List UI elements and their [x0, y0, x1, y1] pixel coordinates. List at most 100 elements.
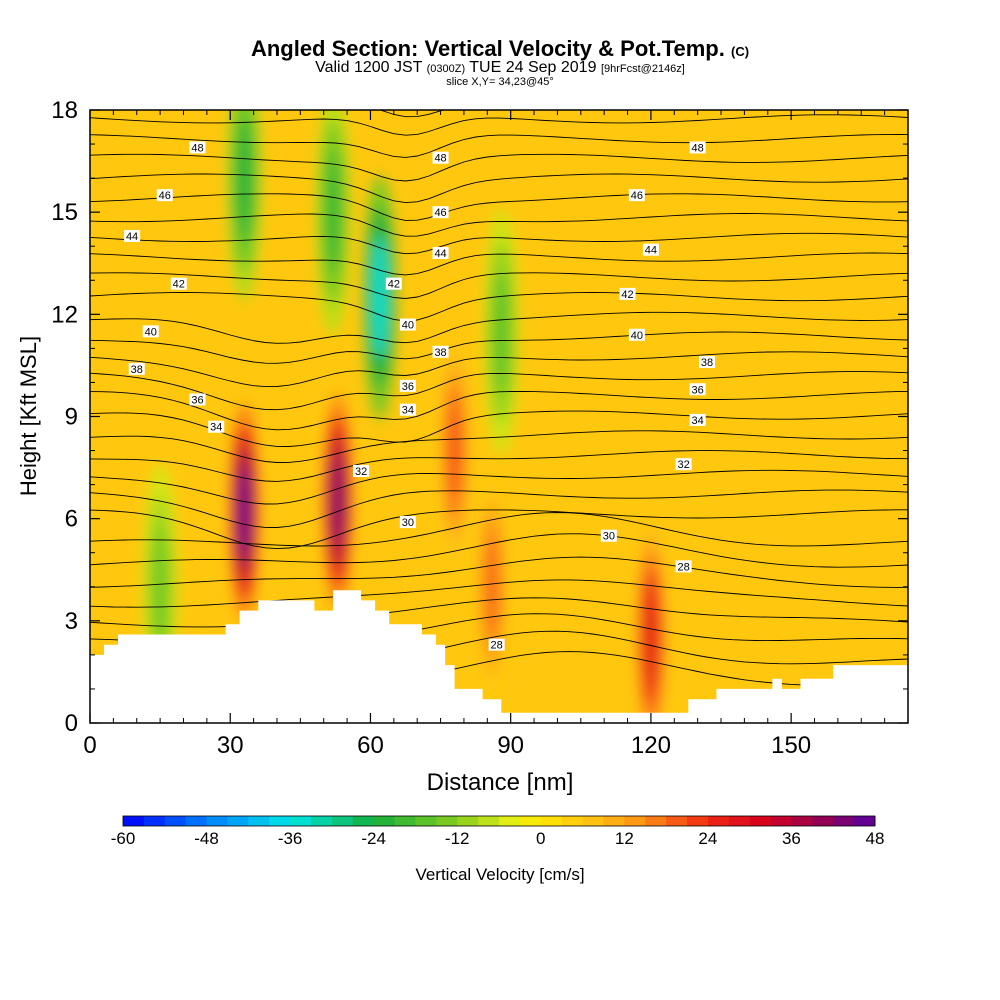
theta-contour — [90, 311, 908, 344]
downdraft-blob — [151, 525, 169, 649]
contour-label: 32 — [353, 464, 370, 478]
field-blobs — [143, 110, 666, 723]
svg-text:40: 40 — [402, 320, 414, 332]
theta-contour — [90, 173, 908, 204]
contour-label: 48 — [189, 141, 206, 154]
terrain — [90, 590, 908, 723]
svg-text:44: 44 — [434, 248, 446, 260]
theta-contour — [90, 252, 908, 276]
x-tick-label: 90 — [497, 732, 524, 759]
y-tick-label: 9 — [65, 404, 78, 431]
theta-contour — [90, 134, 908, 158]
y-tick-label: 12 — [51, 301, 78, 328]
svg-text:32: 32 — [678, 459, 690, 471]
svg-text:46: 46 — [159, 190, 171, 202]
contour-label: 30 — [600, 529, 617, 543]
theta-contour — [90, 272, 908, 299]
colorbar-swatch — [561, 816, 583, 826]
colorbar-tick-label: 36 — [782, 829, 801, 848]
theta-contour — [90, 331, 908, 364]
colorbar-swatch — [603, 816, 625, 826]
x-tick-label: 0 — [83, 732, 96, 759]
svg-text:34: 34 — [210, 422, 222, 434]
updraft-blob — [331, 453, 345, 550]
chart-title-main: Angled Section: Vertical Velocity & Pot.… — [250, 36, 725, 61]
downdraft-blob — [371, 236, 389, 359]
chart-title-suffix: (C) — [731, 44, 750, 59]
colorbar-frame — [122, 815, 876, 827]
svg-text:46: 46 — [434, 207, 446, 219]
colorbar-swatch — [666, 816, 688, 826]
colorbar-swatch — [519, 816, 542, 826]
svg-text:36: 36 — [692, 384, 704, 396]
svg-text:42: 42 — [388, 279, 400, 291]
svg-text:46: 46 — [631, 190, 643, 202]
updraft-blob — [644, 590, 658, 686]
svg-text:40: 40 — [631, 330, 643, 342]
contour-label: 30 — [399, 516, 416, 529]
y-axis-label: Height [Kft MSL] — [16, 336, 41, 496]
colorbar-tick-label: 12 — [615, 829, 634, 848]
y-tick-label: 18 — [51, 97, 78, 124]
colorbar-swatch — [478, 816, 500, 826]
colorbar-swatch — [687, 816, 709, 826]
colorbar-swatch — [457, 816, 479, 826]
contour-label: 28 — [675, 560, 692, 573]
svg-text:28: 28 — [678, 561, 690, 573]
svg-text:30: 30 — [603, 531, 615, 543]
theta-contour — [90, 390, 908, 431]
colorbar-swatch — [749, 816, 771, 826]
theta-contour — [90, 351, 908, 388]
svg-text:38: 38 — [701, 357, 713, 369]
contour-label: 40 — [628, 328, 645, 342]
valid-time: Valid 1200 JST — [315, 59, 423, 76]
x-axis-label: Distance [nm] — [427, 769, 574, 796]
updraft-blob — [237, 464, 251, 560]
theta-contour — [90, 579, 908, 608]
theta-contour — [90, 509, 908, 550]
svg-text:48: 48 — [692, 142, 704, 154]
x-tick-label: 60 — [357, 732, 384, 759]
colorbar-swatch — [728, 816, 751, 826]
contour-label: 44 — [642, 243, 659, 257]
theta-contour — [90, 153, 908, 182]
svg-text:34: 34 — [402, 405, 414, 417]
contour-label: 48 — [689, 141, 706, 154]
colorbar-swatch — [290, 816, 312, 826]
updraft-blob — [485, 539, 499, 635]
colorbar-tick-label: -12 — [445, 829, 470, 848]
colorbar-label: Vertical Velocity [cm/s] — [415, 865, 584, 884]
theta-contour — [90, 533, 908, 568]
y-tick-label: 15 — [51, 199, 78, 226]
theta-contour — [90, 410, 908, 447]
contour-label: 42 — [170, 277, 187, 291]
colorbar-swatch — [854, 816, 876, 826]
chart-title: Angled Section: Vertical Velocity & Pot.… — [0, 36, 1000, 62]
colorbar-tick-label: -48 — [194, 829, 219, 848]
theta-contour — [90, 469, 908, 505]
contour-label: 36 — [689, 383, 706, 396]
contour-label: 46 — [628, 189, 645, 202]
contour-label: 46 — [156, 189, 173, 202]
theta-contour — [90, 232, 908, 255]
svg-text:44: 44 — [126, 231, 138, 243]
colorbar-swatch — [227, 816, 249, 826]
contour-label: 44 — [124, 230, 141, 243]
colorbar-swatch — [123, 816, 145, 826]
theta-contour — [90, 193, 908, 221]
x-tick-label: 150 — [771, 732, 811, 759]
svg-text:42: 42 — [621, 289, 633, 301]
y-tick-label: 3 — [65, 608, 78, 635]
theta-contour — [90, 450, 908, 482]
svg-text:48: 48 — [434, 153, 446, 165]
colorbar-swatch — [373, 816, 395, 826]
colorbar-swatch — [770, 816, 792, 826]
colorbar-swatch — [540, 816, 563, 826]
y-tick-label: 0 — [65, 710, 78, 737]
svg-text:40: 40 — [145, 326, 157, 338]
y-tick-label: 6 — [65, 506, 78, 533]
colorbar-swatch — [311, 816, 333, 826]
colorbar-swatch — [143, 816, 166, 826]
contour-label: 38 — [699, 356, 716, 369]
theta-contour — [90, 489, 908, 528]
